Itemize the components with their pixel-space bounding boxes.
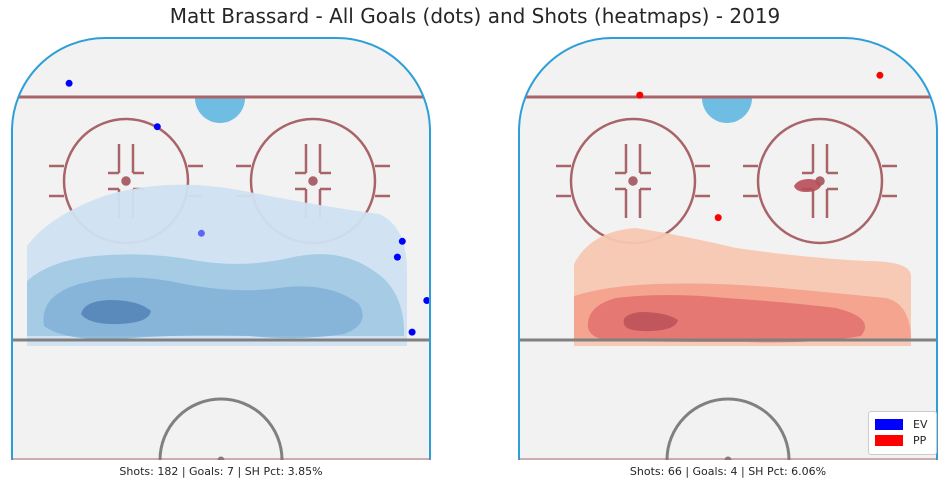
shot-heatmap-pp	[574, 179, 911, 346]
heatmap-contour-level-3	[43, 277, 363, 340]
ev-goal-point-5	[423, 297, 430, 304]
pp-goal-point-3	[636, 91, 644, 99]
goal-crease	[702, 98, 752, 123]
rink-boards	[11, 37, 431, 460]
heatmap-contour-level-4	[81, 300, 151, 325]
goal-crease	[195, 98, 245, 123]
shot-heatmap-ev	[27, 184, 407, 346]
ev-goal-point-3	[197, 229, 205, 237]
ev-goal-point-1	[65, 79, 73, 87]
center-ice-dot	[217, 456, 225, 460]
rink-panel-pp	[516, 36, 940, 460]
ev-goal-point-7	[398, 237, 406, 245]
legend-label-pp: PP	[913, 434, 927, 447]
center-ice-circle	[665, 397, 791, 460]
rink-svg-ev	[11, 37, 431, 460]
faceoff-circle-right	[743, 117, 897, 245]
legend: EV PP	[868, 411, 937, 455]
ev-goal-point-4	[408, 328, 416, 336]
legend-label-ev: EV	[913, 418, 928, 431]
pp-goal-point-2	[876, 71, 884, 79]
rink-boards	[518, 37, 938, 460]
chart-title: Matt Brassard - All Goals (dots) and Sho…	[169, 4, 781, 28]
center-ice-circle	[158, 397, 284, 460]
stats-line-ev: Shots: 182 | Goals: 7 | SH Pct: 3.85%	[119, 465, 323, 478]
rink-svg-pp	[518, 37, 938, 460]
heatmap-contour-level-4	[623, 312, 678, 332]
legend-swatch-ev	[875, 419, 903, 430]
center-ice-dot	[724, 456, 732, 460]
stats-line-pp: Shots: 66 | Goals: 4 | SH Pct: 6.06%	[629, 465, 827, 478]
goal-dots-ev	[65, 79, 430, 336]
heatmap-contour-level-5	[794, 179, 821, 192]
ev-goal-point-6	[393, 253, 401, 261]
pp-goal-point-4	[714, 214, 722, 222]
goal-dots-pp	[636, 71, 884, 222]
ev-goal-point-2	[153, 123, 161, 131]
legend-swatch-pp	[875, 435, 903, 446]
rink-panel-ev	[9, 36, 433, 460]
